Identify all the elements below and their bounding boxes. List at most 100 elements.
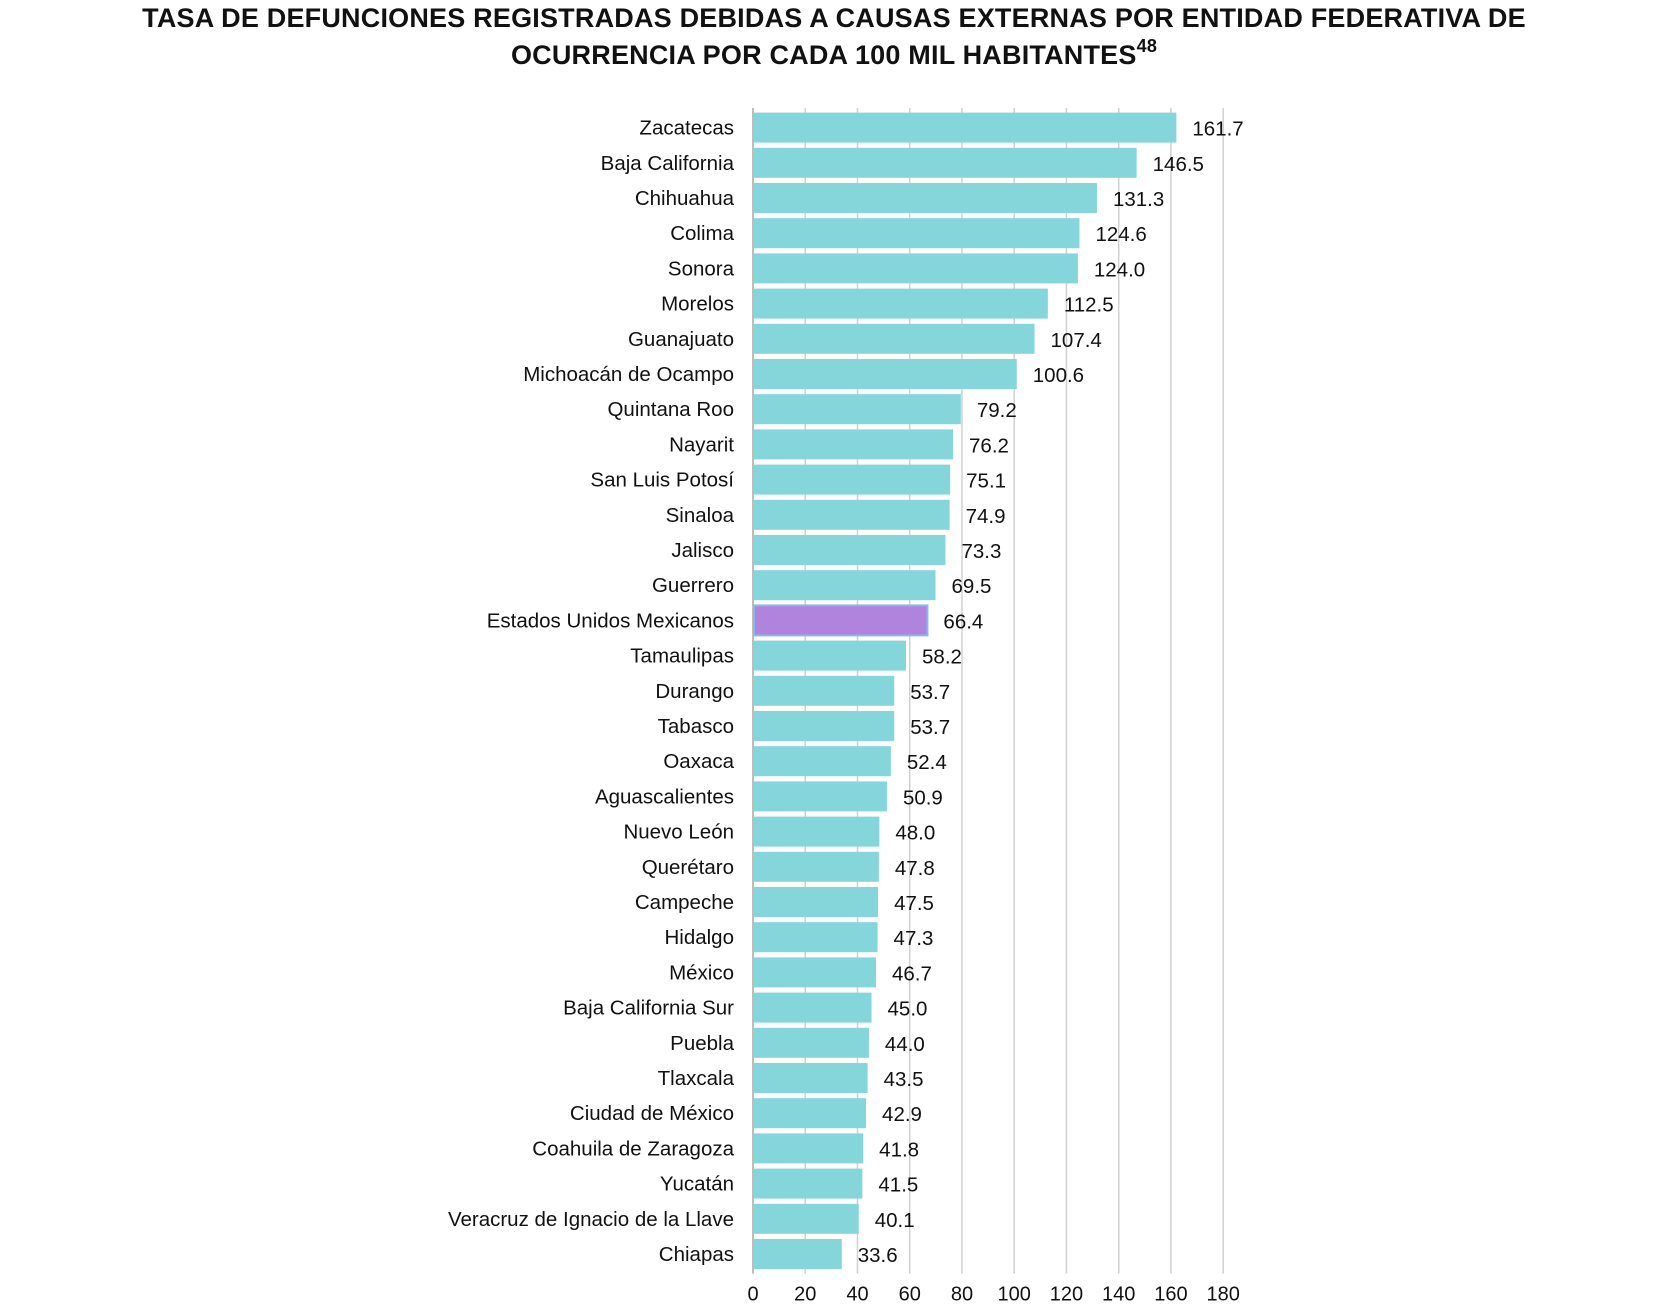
value-label: 42.9 <box>882 1103 922 1126</box>
value-label: 41.5 <box>878 1174 918 1197</box>
value-label: 124.0 <box>1094 258 1145 281</box>
bar <box>754 711 895 741</box>
value-label: 53.7 <box>910 716 950 739</box>
bar <box>754 464 951 495</box>
bar <box>754 816 880 847</box>
category-label: Querétaro <box>642 856 734 879</box>
bar <box>754 746 891 777</box>
value-label: 76.2 <box>969 434 1009 457</box>
value-label: 73.3 <box>961 540 1001 563</box>
bar <box>754 499 950 530</box>
bar <box>754 112 1177 143</box>
category-label: Oaxaca <box>663 750 734 773</box>
bar <box>754 218 1080 249</box>
x-tick-labels: 0 20 40 60 80 100 120 140 160 180 <box>747 1284 1239 1305</box>
bar <box>754 288 1048 319</box>
chart-title-line-1: Tasa de defunciones registradas debidas … <box>142 3 1526 33</box>
category-label: Chiapas <box>659 1243 734 1266</box>
value-label: 47.5 <box>894 892 934 915</box>
footnote-marker: 48 <box>1136 36 1158 56</box>
category-label: San Luis Potosí <box>590 469 734 492</box>
x-tick-label: 0 <box>747 1284 758 1305</box>
value-label: 52.4 <box>907 751 947 774</box>
category-label: Guerrero <box>652 574 734 597</box>
value-label: 66.4 <box>943 610 983 633</box>
bar <box>754 429 954 460</box>
x-tick-label: 100 <box>998 1284 1031 1305</box>
category-label: Morelos <box>661 293 734 316</box>
value-label: 46.7 <box>892 962 932 985</box>
bar <box>754 851 879 882</box>
chart-title-line-2-text: ocurrencia por cada 100 mil habitantes <box>510 40 1137 70</box>
bar <box>754 183 1097 213</box>
category-label: Chihuahua <box>635 187 735 210</box>
bar <box>754 922 878 953</box>
value-label: 112.5 <box>1064 294 1114 317</box>
value-label: 48.0 <box>895 822 935 845</box>
bar <box>754 1098 867 1129</box>
bar <box>754 147 1137 178</box>
chart-title-line-2: ocurrencia por cada 100 mil habitantes48 <box>0 37 1668 74</box>
category-label: México <box>669 961 734 984</box>
value-label: 131.3 <box>1113 188 1164 211</box>
bar <box>754 992 872 1023</box>
category-label: Baja California <box>601 152 735 175</box>
bar <box>754 781 887 812</box>
value-label: 33.6 <box>858 1244 898 1267</box>
value-label: 41.8 <box>879 1138 919 1161</box>
bar <box>754 323 1035 354</box>
bar <box>754 1027 869 1058</box>
bar <box>754 1133 864 1164</box>
bar <box>754 394 961 425</box>
bar <box>754 1239 842 1269</box>
value-label: 40.1 <box>875 1209 915 1232</box>
bar <box>754 1063 868 1093</box>
value-labels: 161.7 146.5 131.3 124.6 124.0 112.5 107.4 100.6… <box>858 118 1244 1267</box>
category-label: Veracruz de Ignacio de la Llave <box>448 1208 734 1231</box>
bar <box>754 1203 859 1234</box>
chart-title: Tasa de defunciones registradas debidas … <box>0 0 1668 74</box>
category-label: Tabasco <box>658 715 734 738</box>
category-label: Hidalgo <box>664 926 734 949</box>
category-label: Baja California Sur <box>563 997 734 1020</box>
bar <box>754 535 946 565</box>
value-label: 146.5 <box>1153 153 1204 176</box>
x-tick-label: 60 <box>899 1284 921 1305</box>
category-label: Ciudad de México <box>570 1102 734 1125</box>
x-tick-label: 160 <box>1154 1284 1187 1305</box>
x-tick-label: 20 <box>794 1284 816 1305</box>
value-label: 100.6 <box>1033 364 1084 387</box>
value-label: 53.7 <box>910 681 950 704</box>
value-label: 47.3 <box>894 927 934 950</box>
value-label: 79.2 <box>977 399 1017 422</box>
value-label: 161.7 <box>1192 118 1243 141</box>
category-label: Estados Unidos Mexicanos <box>487 609 734 632</box>
bar <box>754 253 1078 284</box>
x-tick-label: 40 <box>846 1284 868 1305</box>
bar <box>754 570 936 601</box>
bar <box>754 640 907 671</box>
category-label: Yucatán <box>660 1173 734 1196</box>
x-tick-label: 80 <box>951 1284 973 1305</box>
bar <box>754 957 876 988</box>
x-tick-label: 180 <box>1206 1284 1239 1305</box>
category-label: Sinaloa <box>666 504 735 527</box>
x-tick-label: 120 <box>1050 1284 1083 1305</box>
category-label: Aguascalientes <box>595 785 734 808</box>
category-label: Nayarit <box>669 433 734 456</box>
category-label: Michoacán de Ocampo <box>523 363 734 386</box>
value-label: 75.1 <box>966 470 1006 493</box>
category-label: Quintana Roo <box>607 398 734 421</box>
value-label: 74.9 <box>966 505 1006 528</box>
bar-highlight <box>753 604 929 637</box>
category-label: Guanajuato <box>628 328 734 351</box>
category-label: Campeche <box>635 891 734 914</box>
category-label: Zacatecas <box>639 117 734 140</box>
value-label: 47.8 <box>895 857 935 880</box>
category-labels: Zacatecas Baja California Chihuahua Colima S… <box>448 117 735 1266</box>
bar <box>754 887 879 917</box>
category-label: Colima <box>670 222 734 245</box>
category-label: Coahuila de Zaragoza <box>532 1137 734 1160</box>
bars <box>753 112 1177 1269</box>
